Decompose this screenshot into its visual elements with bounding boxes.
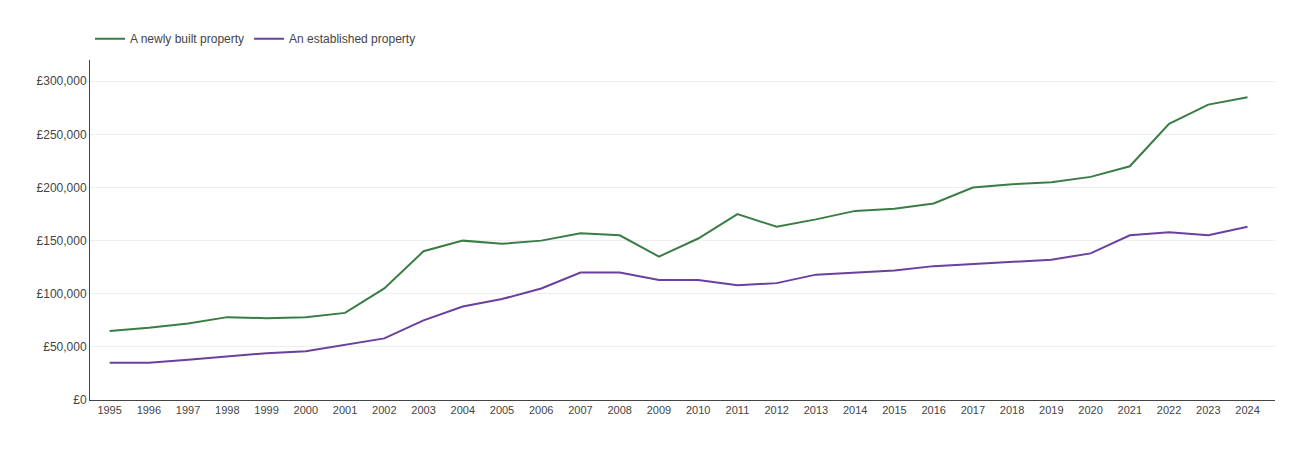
- svg-text:2008: 2008: [607, 404, 631, 416]
- svg-text:2004: 2004: [451, 404, 475, 416]
- svg-text:£300,000: £300,000: [37, 74, 87, 88]
- svg-text:2021: 2021: [1118, 404, 1142, 416]
- svg-text:2006: 2006: [529, 404, 553, 416]
- svg-text:1996: 1996: [137, 404, 161, 416]
- svg-text:2015: 2015: [882, 404, 906, 416]
- svg-text:£150,000: £150,000: [37, 234, 87, 248]
- svg-text:2023: 2023: [1196, 404, 1220, 416]
- svg-text:2009: 2009: [647, 404, 671, 416]
- svg-text:2020: 2020: [1078, 404, 1102, 416]
- svg-text:A newly built property: A newly built property: [130, 32, 244, 46]
- svg-text:2022: 2022: [1157, 404, 1181, 416]
- svg-text:2003: 2003: [411, 404, 435, 416]
- svg-text:1997: 1997: [176, 404, 200, 416]
- svg-text:2018: 2018: [1000, 404, 1024, 416]
- svg-text:£0: £0: [73, 393, 87, 407]
- svg-text:2000: 2000: [294, 404, 318, 416]
- svg-text:1995: 1995: [97, 404, 121, 416]
- svg-text:£50,000: £50,000: [43, 340, 87, 354]
- svg-text:2013: 2013: [804, 404, 828, 416]
- svg-text:2017: 2017: [961, 404, 985, 416]
- svg-text:2011: 2011: [726, 404, 750, 416]
- svg-text:£200,000: £200,000: [37, 181, 87, 195]
- svg-text:2002: 2002: [372, 404, 396, 416]
- svg-text:2024: 2024: [1235, 404, 1259, 416]
- svg-text:2016: 2016: [921, 404, 945, 416]
- svg-text:2012: 2012: [764, 404, 788, 416]
- svg-text:2019: 2019: [1039, 404, 1063, 416]
- svg-text:2014: 2014: [843, 404, 867, 416]
- svg-text:1999: 1999: [254, 404, 278, 416]
- svg-text:£100,000: £100,000: [37, 287, 87, 301]
- svg-text:1998: 1998: [215, 404, 239, 416]
- svg-text:£250,000: £250,000: [37, 128, 87, 142]
- svg-text:2001: 2001: [333, 404, 357, 416]
- svg-text:2005: 2005: [490, 404, 514, 416]
- svg-text:An established property: An established property: [289, 32, 415, 46]
- svg-text:2007: 2007: [568, 404, 592, 416]
- svg-text:2010: 2010: [686, 404, 710, 416]
